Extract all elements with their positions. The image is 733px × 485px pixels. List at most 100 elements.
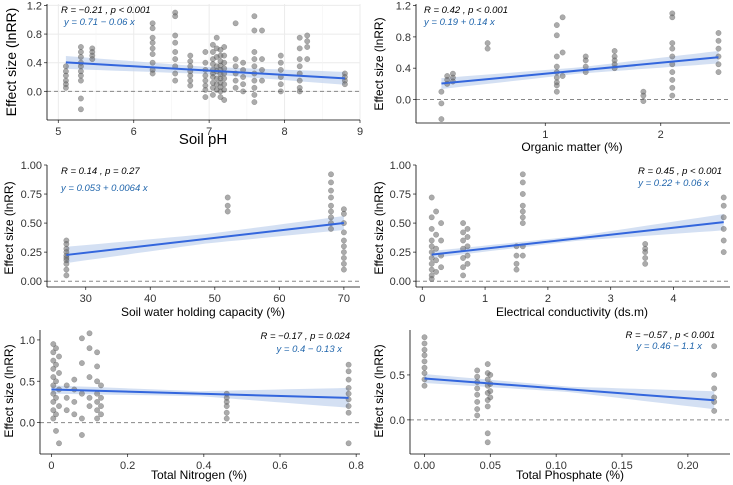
data-point (474, 373, 481, 380)
x-axis-ticks: 30 40 50 60 70 (80, 287, 350, 305)
y-tick-label: 0.5 (390, 370, 405, 382)
data-point (474, 367, 481, 374)
data-point (149, 20, 156, 27)
data-point (78, 390, 85, 397)
data-point (720, 225, 727, 232)
data-point (559, 49, 566, 56)
x-tick-label: 0.2 (120, 460, 135, 472)
x-tick-label: 9 (357, 126, 363, 138)
data-point (428, 243, 435, 250)
data-point (519, 252, 526, 259)
data-point (172, 70, 179, 77)
data-point (221, 52, 228, 59)
y-tick-label: 0.25 (390, 247, 411, 259)
data-point (304, 32, 311, 39)
data-point (487, 371, 494, 378)
data-point (224, 202, 231, 209)
correlation-stats: R = −0.17 , p = 0.024 (260, 331, 350, 342)
data-point (187, 58, 194, 65)
data-point (460, 220, 467, 227)
data-point (187, 52, 194, 59)
data-point (460, 272, 467, 279)
data-point (98, 411, 104, 418)
data-point (149, 59, 156, 66)
data-point (720, 249, 727, 256)
data-point (513, 252, 520, 259)
data-point (221, 75, 228, 82)
data-point (172, 13, 179, 20)
data-point (53, 345, 59, 352)
data-point (86, 403, 93, 410)
data-point (438, 237, 445, 244)
data-point (642, 249, 649, 256)
regression-equation: y = 0.71 − 0.06 x (63, 17, 136, 28)
data-point (94, 378, 101, 385)
data-point (259, 66, 265, 73)
data-point (433, 257, 440, 264)
data-point (711, 407, 718, 414)
y-axis-title: Effect size (lnRR) (2, 344, 16, 437)
y-tick-label: 1.00 (390, 160, 411, 172)
data-point (611, 48, 618, 54)
regression-equation: y = 0.22 + 0.06 x (637, 178, 710, 189)
data-point (202, 86, 209, 93)
scatter-points (63, 171, 347, 279)
data-point (94, 415, 101, 422)
correlation-stats: R = 0.45 , p < 0.001 (638, 166, 722, 177)
regression-equation: y = 0.46 − 1.1 x (636, 341, 704, 352)
data-point (582, 63, 589, 70)
data-point (251, 49, 258, 55)
correlation-stats: R = −0.21 , p < 0.001 (61, 5, 151, 16)
data-point (669, 53, 676, 60)
data-point (484, 376, 491, 383)
panel-electrical-conductivity: 0.000.250.500.751.00 012345 R = 0.45 , p… (372, 160, 730, 319)
data-point (438, 100, 445, 107)
x-tick-label: 2 (545, 293, 551, 305)
y-tick-label: 0.0 (396, 95, 411, 107)
y-tick-label: 0.25 (21, 247, 42, 259)
data-point (513, 260, 520, 267)
data-point (669, 92, 676, 99)
data-point (715, 30, 722, 36)
data-point (484, 40, 491, 47)
data-point (94, 349, 101, 356)
data-point (296, 88, 303, 95)
scatter-points (50, 330, 352, 447)
x-axis-title: Soil water holding capacity (%) (121, 305, 285, 319)
data-point (50, 415, 57, 422)
data-point (240, 88, 247, 95)
data-point (328, 187, 334, 194)
data-point (474, 398, 481, 405)
data-point (428, 266, 435, 273)
data-point (553, 53, 560, 60)
y-axis-ticks: 0.0 0.5 1.0 (20, 335, 40, 430)
data-point (345, 384, 352, 391)
data-point (464, 234, 471, 240)
data-point (340, 243, 347, 250)
data-point (77, 54, 84, 60)
data-point (438, 264, 445, 271)
data-point (304, 44, 311, 50)
data-point (53, 411, 59, 418)
data-point (433, 268, 440, 275)
data-point (474, 385, 481, 392)
data-point (277, 81, 284, 88)
data-point (232, 20, 239, 27)
data-point (149, 70, 156, 77)
data-point (149, 25, 156, 32)
data-point (421, 340, 428, 347)
data-point (438, 220, 445, 227)
data-point (251, 27, 258, 34)
data-point (98, 403, 104, 410)
data-point (259, 27, 265, 34)
data-point (519, 202, 526, 209)
data-point (50, 374, 57, 381)
data-point (487, 388, 494, 395)
x-tick-label: 0 (419, 293, 425, 305)
y-axis-title: Effect size (lnRR) (372, 344, 386, 437)
data-point (328, 194, 334, 201)
y-tick-label: 0.0 (390, 415, 405, 427)
x-tick-label: 0.8 (349, 460, 364, 472)
y-tick-label: 0.75 (390, 189, 411, 201)
